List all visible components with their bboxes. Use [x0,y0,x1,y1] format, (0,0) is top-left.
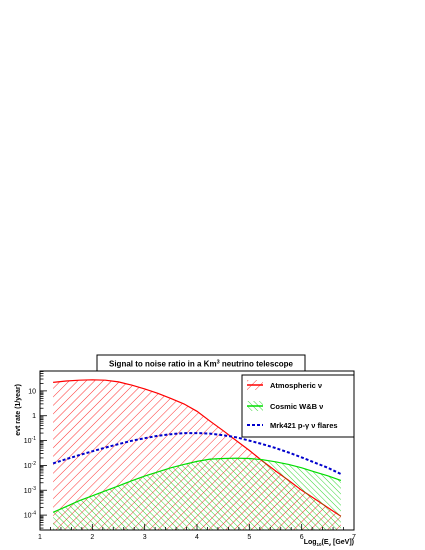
y-tick-label: 1 [32,413,36,420]
svg-text:Signal to noise ratio in a Km3: Signal to noise ratio in a Km3 neutrino … [109,360,294,369]
x-tick-label: 7 [352,534,356,541]
legend-label: Cosmic W&B ν [270,402,323,411]
title-rest: neutrino telescope [220,360,294,369]
series-1-line [52,457,342,513]
y-tick-label: 10-3 [24,486,36,495]
x-axis-label: Log10(Eν [GeV]) [304,539,354,547]
title-main: Signal to noise ratio in a Km [109,360,217,369]
legend: Atmospheric ν Cosmic W&B ν Mrk421 p-γ ν fl… [241,374,355,438]
y-axis-label: evt rate (1/year) [15,384,22,436]
x-tick-label: 3 [143,534,147,541]
series-2-line [52,432,342,475]
x-tick-label: 4 [195,534,199,541]
chart-title: Signal to noise ratio in a Km3 neutrino … [96,354,306,372]
legend-label: Mrk421 p-γ ν flares [270,421,338,430]
x-tick-label: 1 [38,534,42,541]
axis-layer: 1 2 3 4 5 6 7 10 1 10-1 10-2 10-3 10-4 [24,371,356,541]
y-tick-label: 10-1 [24,436,36,445]
title-superscript: 3 [217,360,220,366]
y-tick-label: 10 [28,388,36,395]
legend-label: Atmospheric ν [270,381,322,390]
x-tick-label: 5 [247,534,251,541]
x-tick-label: 2 [90,534,94,541]
x-tick-label: 6 [300,534,304,541]
series-layer [52,379,342,530]
series-1-area [53,458,341,530]
y-tick-label: 10-4 [24,511,36,520]
y-tick-label: 10-2 [24,461,36,470]
